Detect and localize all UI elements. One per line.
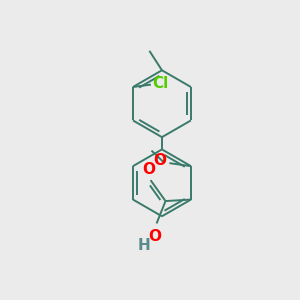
Text: Cl: Cl [152,76,169,91]
Text: O: O [148,229,162,244]
Text: O: O [142,162,156,177]
Text: H: H [138,238,150,253]
Text: O: O [153,153,166,168]
